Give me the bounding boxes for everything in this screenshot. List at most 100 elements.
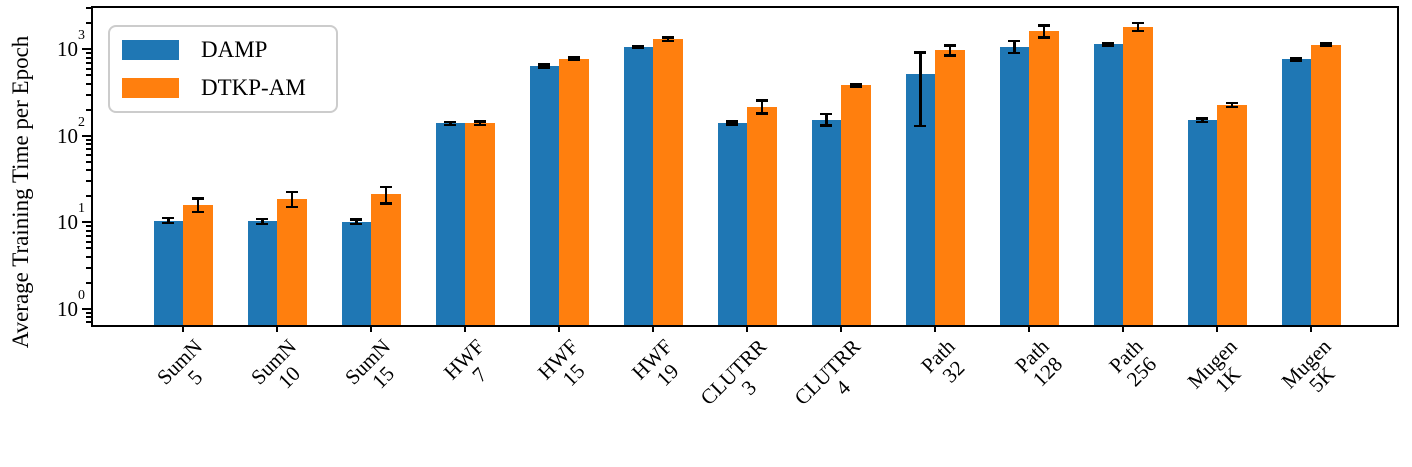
x-tick-label-path-32: Path 32	[915, 334, 970, 388]
error-bar-cap-top	[444, 120, 457, 124]
y-tick-label: 10 0	[57, 287, 85, 321]
legend-swatch-dtkp-am	[122, 78, 179, 98]
y-minor-tick	[86, 56, 91, 59]
error-bar-cap-bottom	[1037, 36, 1050, 39]
x-tick	[1216, 325, 1218, 332]
x-tick	[746, 325, 748, 332]
y-major-tick	[82, 307, 91, 310]
x-tick	[558, 325, 560, 332]
y-tick-label: 10 3	[57, 28, 85, 62]
error-bar-cap-bottom	[943, 54, 956, 57]
y-tick-label: 10 1	[57, 201, 85, 235]
y-minor-tick	[86, 195, 91, 198]
error-bar-cap-bottom	[538, 66, 551, 69]
error-bar-cap-bottom	[191, 210, 204, 214]
x-tick-label-hwf-15: HWF 15	[533, 334, 590, 391]
bar-damp-mugen-1k	[1187, 120, 1217, 325]
bar-damp-path-128	[999, 46, 1029, 325]
y-minor-tick	[86, 180, 91, 182]
x-tick-label-hwf-7: HWF 7	[439, 334, 493, 388]
error-bar-cap-bottom	[820, 124, 833, 127]
y-minor-tick	[86, 316, 91, 319]
bar-dtkp-am-clutrr-4	[841, 85, 871, 325]
x-tick-label-mugen-1k: Mugen 1K	[1182, 334, 1245, 397]
error-bar-cap-top	[191, 197, 204, 200]
error-bar-cap-top	[1008, 39, 1021, 43]
error-bar-cap-top	[379, 185, 392, 189]
error-bar-cap-top	[473, 120, 486, 123]
error-bar-cap-bottom	[1102, 44, 1115, 47]
bar-damp-mugen-5k	[1281, 59, 1311, 325]
bar-dtkp-am-path-32	[935, 50, 965, 325]
bar-damp-clutrr-3	[717, 122, 747, 325]
error-bar	[1230, 102, 1233, 107]
x-tick-label-sumn-10: SumN 10	[246, 334, 306, 394]
error-bar-cap-bottom	[1319, 44, 1332, 48]
error-bar-cap-bottom	[1290, 59, 1303, 62]
y-minor-tick	[86, 154, 91, 156]
error-bar-cap-top	[1225, 101, 1238, 105]
x-tick	[276, 325, 278, 332]
y-minor-tick	[86, 61, 91, 64]
legend-label-dtkp-am: DTKP-AM	[201, 75, 306, 100]
x-tick	[652, 325, 654, 332]
error-bar	[1201, 118, 1204, 123]
bar-damp-hwf-19	[623, 46, 653, 325]
error-bar-cap-top	[350, 218, 363, 221]
x-tick-label-path-256: Path 256	[1103, 334, 1161, 392]
x-tick	[840, 325, 842, 332]
bar-dtkp-am-hwf-7	[465, 123, 495, 325]
x-tick	[370, 325, 372, 332]
y-minor-tick	[86, 229, 91, 232]
error-bar-cap-top	[1290, 56, 1303, 60]
error-bar	[1013, 40, 1016, 53]
error-bar	[760, 100, 763, 114]
bar-dtkp-am-path-128	[1029, 31, 1059, 325]
legend-entry-dtkp-am: DTKP-AM	[122, 75, 336, 101]
y-minor-tick	[86, 225, 91, 228]
legend: DAMP DTKP-AM	[108, 25, 338, 113]
x-tick-label-clutrr-3: CLUTRR 3	[695, 334, 772, 410]
bar-dtkp-am-hwf-15	[559, 58, 589, 325]
y-major-tick	[82, 48, 91, 51]
y-minor-tick	[86, 143, 91, 146]
error-bar	[261, 218, 264, 224]
error-bar-cap-bottom	[1131, 29, 1144, 33]
y-minor-tick	[86, 93, 91, 96]
y-minor-tick	[86, 7, 91, 9]
error-bar-cap-bottom	[444, 123, 457, 127]
y-minor-tick	[86, 321, 91, 324]
bar-damp-hwf-15	[529, 66, 559, 325]
error-bar-cap-bottom	[162, 221, 175, 225]
y-minor-tick	[86, 108, 91, 111]
y-minor-tick	[86, 247, 91, 250]
y-minor-tick	[86, 148, 91, 151]
error-bar	[290, 191, 293, 207]
error-bar	[355, 219, 358, 224]
bar-damp-path-256	[1093, 44, 1123, 325]
error-bar-cap-bottom	[473, 123, 486, 127]
error-bar-cap-top	[256, 217, 269, 221]
error-bar-cap-top	[726, 120, 739, 123]
y-minor-tick	[86, 234, 91, 237]
y-minor-tick	[86, 255, 91, 258]
plot-area: 10 0 10 1 10 2 10 3 SumN 5 SumN 10 SumN 15 HWF 7 HWF 15 HW…	[57, 6, 1399, 410]
bar-dtkp-am-sumn-15	[371, 194, 401, 325]
error-bar-cap-bottom	[1008, 51, 1021, 55]
y-major-tick	[82, 134, 91, 137]
error-bar-cap-top	[1102, 42, 1115, 45]
error-bar	[919, 52, 922, 126]
error-bar-cap-top	[162, 216, 175, 220]
bar-dtkp-am-hwf-19	[653, 39, 683, 325]
error-bar-cap-bottom	[849, 85, 862, 88]
error-bar-cap-bottom	[256, 222, 269, 226]
error-bar-cap-top	[567, 56, 580, 59]
y-minor-tick	[86, 67, 91, 70]
error-bar-cap-top	[943, 44, 956, 47]
y-tick-label: 10 2	[57, 114, 85, 148]
x-tick	[1122, 325, 1124, 332]
error-bar-cap-top	[849, 82, 862, 86]
error-bar-cap-bottom	[1225, 105, 1238, 109]
error-bar-cap-bottom	[567, 58, 580, 62]
y-minor-tick	[86, 281, 91, 284]
